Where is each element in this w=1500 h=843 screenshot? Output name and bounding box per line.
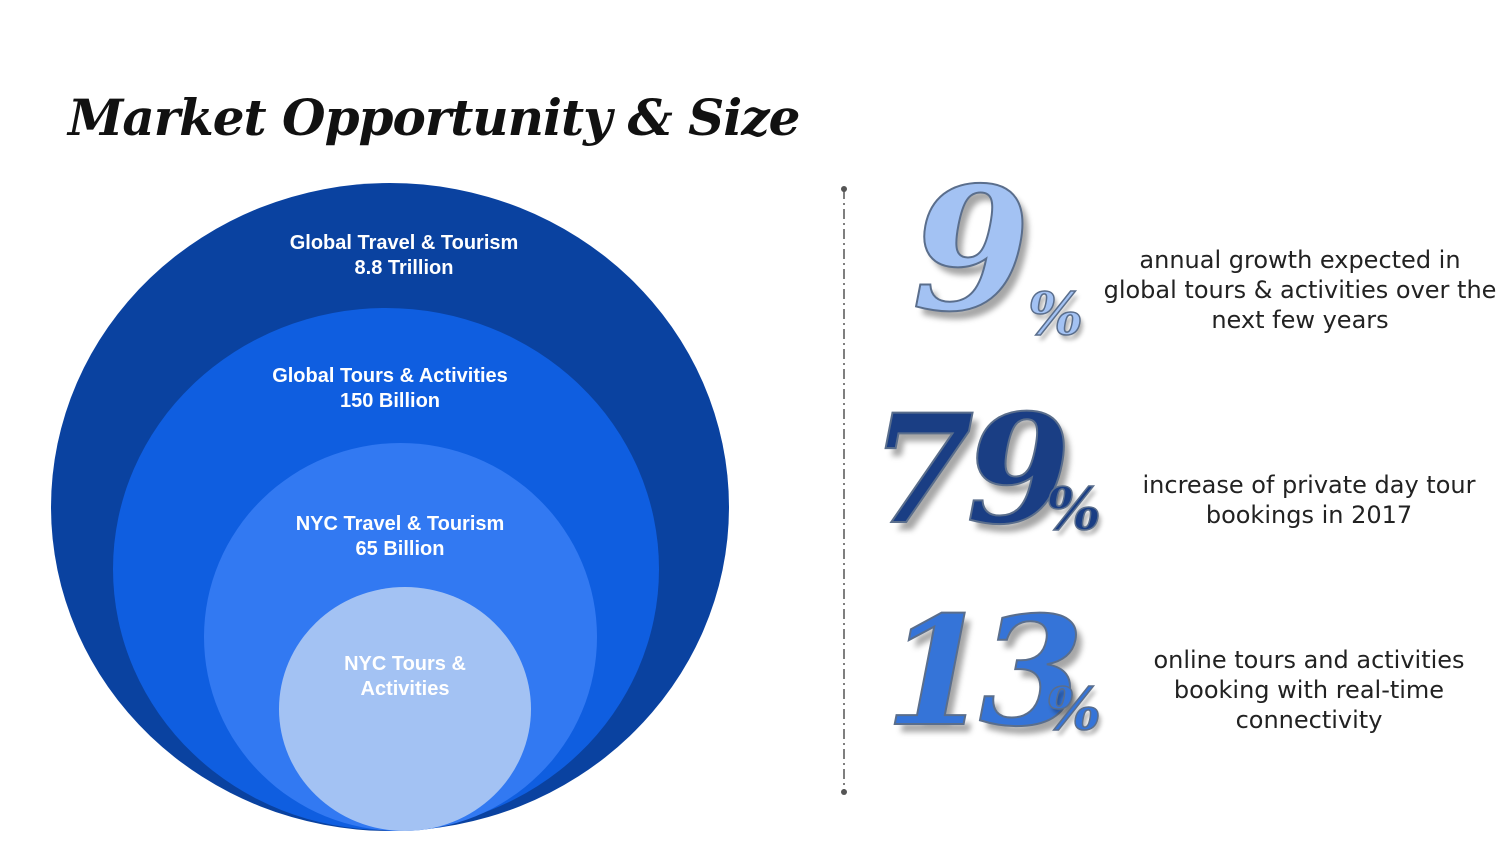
stat-description-2: increase of private day tour bookings in… <box>1142 471 1476 529</box>
page-title: Market Opportunity & Size <box>68 88 800 147</box>
market-label-4: NYC Tours & Activities <box>344 652 466 702</box>
stat-percent-2: % <box>1045 475 1102 543</box>
stat-number-1: 9 <box>911 150 1031 350</box>
stat-percent-1: % <box>1027 280 1084 348</box>
stat-number-2: 79 <box>869 382 1072 558</box>
market-name: Global Tours & Activities <box>272 365 508 387</box>
circle-nyc-tours-activities <box>279 587 531 831</box>
market-value: 150 Billion <box>339 390 441 412</box>
market-name: NYC Tours & <box>344 653 466 675</box>
stat-description-1: annual growth expected in global tours &… <box>1103 246 1497 334</box>
market-value: 65 Billion <box>355 538 445 560</box>
stat-percent-3: % <box>1045 675 1102 743</box>
market-label-2: Global Tours & Activities 150 Billion <box>272 364 508 414</box>
vertical-divider <box>841 186 847 795</box>
market-value: 8.8 Trillion <box>354 257 454 279</box>
market-name: NYC Travel & Tourism <box>295 513 505 535</box>
stat-number-3: 13 <box>884 584 1085 760</box>
market-label-1: Global Travel & Tourism 8.8 Trillion <box>290 231 519 281</box>
market-value: Activities <box>360 678 450 700</box>
stat-description-3: online tours and activities booking with… <box>1153 646 1465 734</box>
market-name: Global Travel & Tourism <box>289 232 519 254</box>
market-label-3: NYC Travel & Tourism 65 Billion <box>296 512 505 562</box>
